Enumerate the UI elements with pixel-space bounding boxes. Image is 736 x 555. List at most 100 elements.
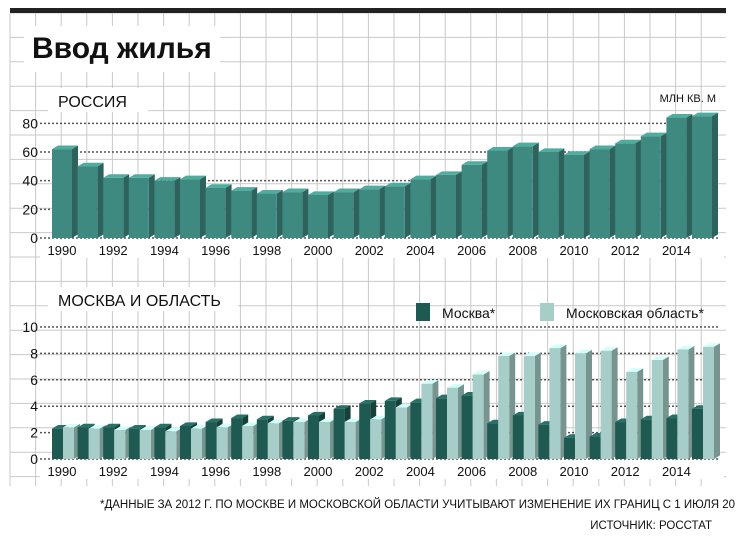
bar-oblast-2013-top [651, 356, 669, 360]
bar-russia-1998-front [256, 193, 277, 238]
x-tick-label: 2004 [406, 243, 435, 258]
bar-russia-2002 [359, 185, 386, 238]
bar-russia-1993-top [128, 174, 155, 178]
bar-oblast-1997-top [242, 422, 260, 426]
bar-oblast-2009 [549, 344, 567, 459]
bar-moscow-2011-front [589, 436, 601, 459]
bar-oblast-1993 [139, 426, 157, 459]
russia-title-bg [48, 88, 148, 112]
bar-russia-1990-top [52, 145, 78, 150]
bar-russia-2009-top [538, 148, 565, 152]
bar-oblast-1995-top [191, 425, 208, 429]
bar-moscow-1997-front [231, 418, 243, 459]
source: ИСТОЧНИК: РОССТАТ [590, 520, 712, 532]
bar-russia-2011-side [609, 145, 616, 238]
bar-oblast-1994 [165, 427, 183, 459]
bar-moscow-1993-top [128, 425, 146, 429]
bar-moscow-1999-front [282, 420, 294, 459]
bar-russia-2009-front [538, 152, 559, 238]
bar-oblast-2010 [575, 349, 592, 459]
bar-moscow-2012-front [615, 422, 627, 459]
bar-oblast-2012-front [626, 371, 638, 459]
bar-moscow-2001-front [333, 408, 345, 459]
bar-russia-2005-side [456, 171, 462, 238]
bar-oblast-2000-front [319, 422, 330, 459]
x-tick-label: 2008 [508, 243, 537, 258]
bar-oblast-1997 [242, 422, 260, 459]
x-tick-label: 1998 [252, 464, 281, 479]
bar-oblast-2005 [447, 384, 464, 459]
bar-russia-2002-side [379, 185, 386, 238]
bar-oblast-2011-top [600, 347, 618, 351]
bar-oblast-2002-top [370, 415, 388, 420]
bar-russia-2001-top [333, 188, 360, 193]
bar-russia-2015 [692, 112, 718, 238]
bar-russia-1992-front [103, 177, 124, 238]
x-tick-label: 2006 [457, 464, 486, 479]
bar-russia-2012-front [615, 143, 636, 238]
bar-russia-1994-top [154, 177, 181, 181]
bar-moscow-1992-front [103, 427, 115, 459]
bar-russia-2007-side [507, 146, 514, 238]
bar-moscow-1991-front [77, 427, 89, 459]
bar-moscow-2007-front [487, 423, 499, 459]
moscow-chart: 0 2 4 6 8 10 1990 1992 1994 1996 1998 2000 2002 2004 2… [22, 319, 724, 479]
bar-oblast-1996-top [216, 423, 234, 428]
bar-russia-1995-top [180, 175, 206, 180]
bar-oblast-2009-side [560, 344, 567, 459]
bar-russia-1998-top [256, 189, 283, 194]
x-tick-label: 2010 [560, 243, 589, 258]
bar-oblast-2006-top [472, 370, 490, 375]
bar-russia-1990-front [52, 149, 72, 238]
bar-moscow-1990-front [52, 428, 63, 459]
bar-russia-2013-front [640, 136, 661, 238]
x-tick-label: 1992 [99, 243, 128, 258]
bar-russia-2002-front [359, 189, 380, 238]
bar-oblast-2008-top [523, 352, 541, 357]
russia-unit-label: МЛН КВ. М [660, 93, 716, 105]
bar-russia-1997-side [251, 187, 258, 238]
bar-moscow-2006-front [461, 395, 473, 459]
bar-russia-2004-top [410, 175, 437, 180]
bar-oblast-1998-front [267, 423, 279, 459]
bar-russia-2006 [461, 161, 488, 238]
bar-oblast-1991-top [88, 425, 106, 429]
legend-oblast-label: Московская область* [566, 305, 704, 321]
bar-oblast-2003-top [395, 403, 413, 408]
bar-oblast-1994-front [165, 431, 177, 459]
y-tick-label: 0 [30, 451, 38, 467]
x-tick-label: 2002 [355, 243, 384, 258]
bar-russia-1991 [77, 162, 104, 238]
bar-russia-1998-side [276, 189, 283, 238]
x-axis-band [40, 240, 724, 258]
bar-oblast-2004 [421, 380, 439, 459]
bar-moscow-2004-front [410, 402, 422, 459]
bar-russia-2003-top [384, 182, 411, 187]
bar-oblast-1995-front [191, 428, 202, 459]
y-tick-label: 8 [30, 345, 38, 361]
bar-russia-1996 [205, 184, 232, 238]
bar-russia-2008-top [512, 142, 539, 147]
footnote: *ДАННЫЕ ЗА 2012 Г. ПО МОСКВЕ И МОСКОВСКО… [100, 498, 736, 511]
bar-russia-1991-side [97, 162, 104, 238]
bar-moscow-2015-front [692, 408, 703, 459]
bar-oblast-2008 [523, 352, 541, 459]
bar-oblast-2010-side [586, 349, 592, 459]
bar-russia-2015-top [692, 112, 718, 117]
bar-russia-2003 [384, 182, 411, 238]
bar-oblast-2003-front [395, 407, 407, 459]
bar-moscow-1990-top [52, 425, 69, 429]
bar-oblast-1991 [88, 425, 106, 459]
bar-russia-2009 [538, 148, 565, 238]
bar-russia-2007 [487, 146, 514, 238]
bar-russia-1996-side [225, 184, 232, 238]
bar-russia-1995-front [180, 179, 200, 238]
bar-oblast-2004-top [421, 380, 439, 384]
x-tick-label: 1996 [201, 464, 230, 479]
bar-oblast-2015-side [714, 343, 720, 459]
bar-russia-1994-front [154, 180, 175, 238]
bar-moscow-1996-front [205, 422, 217, 459]
bar-russia-2013-side [660, 132, 667, 238]
